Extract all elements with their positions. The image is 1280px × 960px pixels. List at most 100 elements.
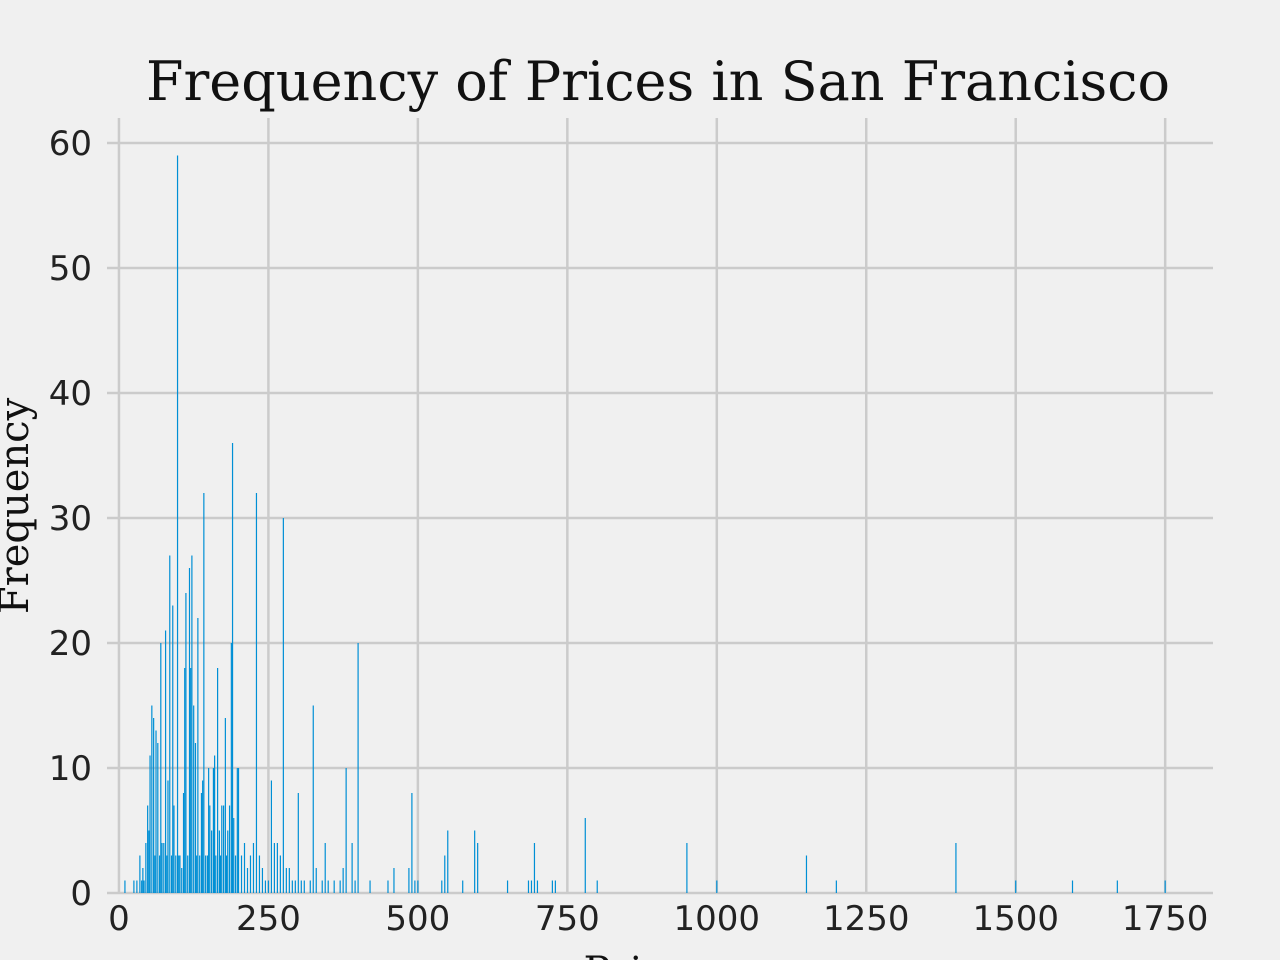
price-bar <box>477 843 479 893</box>
price-bar <box>182 793 185 893</box>
y-tick-label: 10 <box>49 749 92 789</box>
price-bar <box>261 868 264 893</box>
x-tick-labels: 0 250 500 750 1000 1250 1500 1750 <box>108 899 1208 939</box>
price-bar <box>285 868 287 893</box>
price-bar <box>148 830 150 893</box>
price-bar <box>345 768 347 893</box>
price-bar <box>194 743 197 893</box>
price-bar <box>200 793 203 893</box>
y-tick-label: 20 <box>49 624 92 664</box>
price-bar <box>197 618 199 893</box>
price-bar <box>805 855 808 893</box>
price-bar <box>596 880 598 893</box>
price-bar <box>219 855 222 893</box>
price-bar <box>357 643 359 893</box>
price-bar <box>264 880 267 893</box>
price-bar <box>312 705 314 893</box>
price-bar <box>441 880 443 893</box>
price-bar <box>191 555 193 893</box>
y-tick-labels: 0 10 20 30 40 50 60 <box>49 124 92 914</box>
y-tick-label: 40 <box>49 374 92 414</box>
price-bar <box>157 743 159 893</box>
price-bar <box>291 880 293 893</box>
price-bar <box>414 880 416 893</box>
price-bar <box>324 843 326 893</box>
price-bar <box>237 768 240 893</box>
price-bar <box>686 843 688 893</box>
price-bar <box>1164 880 1166 893</box>
price-bar <box>155 730 157 893</box>
price-bar <box>530 880 533 893</box>
y-tick-label: 50 <box>49 249 92 289</box>
price-bar <box>136 880 138 893</box>
price-bar <box>215 855 217 893</box>
x-axis-label: Price <box>584 949 689 960</box>
price-bar <box>212 768 215 893</box>
price-bar <box>234 855 237 893</box>
price-bar <box>159 855 161 893</box>
x-tick-label: 1500 <box>972 899 1059 939</box>
x-gridlines <box>117 118 1167 893</box>
price-bar <box>282 518 284 893</box>
price-bar <box>1116 880 1118 893</box>
price-bar <box>270 780 273 893</box>
price-bar <box>166 855 168 893</box>
price-bar <box>417 880 419 893</box>
price-bar <box>193 705 195 893</box>
price-bar <box>205 855 207 893</box>
price-bar <box>321 880 323 893</box>
price-bar <box>163 843 165 893</box>
price-bar <box>227 830 229 893</box>
price-bar <box>228 805 231 893</box>
price-bar <box>506 880 509 893</box>
price-bar <box>267 880 270 893</box>
price-bar <box>584 818 586 893</box>
price-bar <box>276 843 278 893</box>
price-bar <box>447 830 449 893</box>
price-bar <box>185 593 187 893</box>
price-bar <box>179 855 181 893</box>
price-bar <box>161 843 163 893</box>
price-bar <box>273 843 275 893</box>
price-bar <box>444 855 446 893</box>
price-bar <box>147 805 149 893</box>
price-bar <box>217 668 219 893</box>
price-bar <box>167 780 169 893</box>
price-bar <box>139 855 141 893</box>
price-bar <box>218 830 220 893</box>
price-bar <box>173 805 175 893</box>
price-bar <box>1071 880 1074 893</box>
price-bar <box>187 855 189 893</box>
price-bar <box>255 493 258 893</box>
price-bar <box>533 843 536 893</box>
price-bar <box>170 855 173 893</box>
x-tick-label: 1750 <box>1122 899 1209 939</box>
price-bar <box>222 805 225 893</box>
price-bar <box>153 718 155 893</box>
price-bar <box>143 880 145 893</box>
y-tick-label: 30 <box>49 499 92 539</box>
price-bar <box>300 880 302 893</box>
price-bar <box>209 805 211 893</box>
price-bar <box>176 155 179 893</box>
y-axis-label: Frequency <box>0 397 38 614</box>
price-bar <box>327 880 329 893</box>
price-bar <box>474 830 476 893</box>
price-bar <box>225 855 228 893</box>
x-tick-label: 1250 <box>823 899 910 939</box>
price-bar <box>369 880 371 893</box>
price-bar <box>243 843 246 893</box>
price-bar <box>181 868 183 893</box>
price-bar <box>408 868 410 893</box>
x-tick-label: 0 <box>108 899 130 939</box>
price-bar <box>387 880 389 893</box>
price-bars <box>124 155 1166 893</box>
price-bar <box>142 868 144 893</box>
price-bar <box>303 880 305 893</box>
price-bar <box>351 843 353 893</box>
price-bar <box>297 793 299 893</box>
price-bar <box>206 855 209 893</box>
price-bar <box>164 630 167 893</box>
price-bar <box>145 843 147 893</box>
price-bar <box>202 780 204 893</box>
